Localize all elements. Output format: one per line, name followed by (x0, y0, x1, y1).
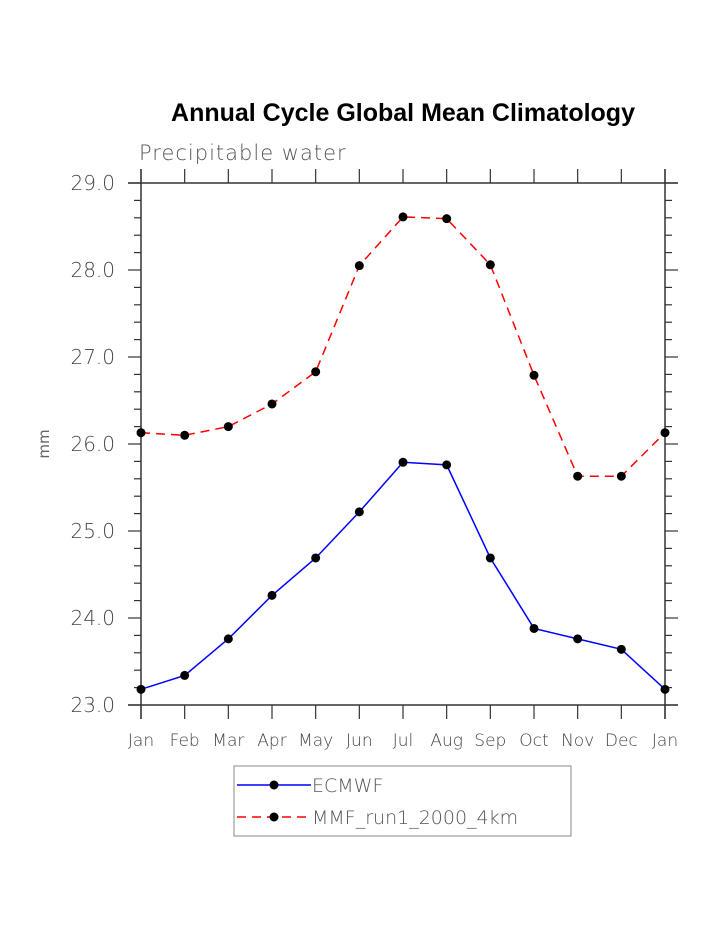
x-tick-label: Oct (519, 731, 548, 751)
y-tick-label: 23.0 (70, 693, 115, 717)
data-point (180, 670, 190, 680)
legend-label-ecmwf: ECMWF (312, 775, 383, 797)
axes (128, 169, 678, 719)
x-tick-labels: Jan Feb Mar Apr May Jun Jul Aug Sep Oct Nov Dec Jan (128, 731, 678, 751)
data-point (616, 644, 626, 654)
x-tick-label: Mar (212, 731, 244, 751)
x-tick-label: Dec (605, 731, 638, 751)
data-point (267, 399, 277, 409)
data-point (398, 212, 408, 222)
data-point (485, 260, 495, 270)
data-point (442, 460, 452, 470)
y-axis-label: mm (35, 429, 53, 458)
x-tick-label: Jun (346, 731, 373, 751)
y-tick-label: 27.0 (70, 345, 115, 369)
data-point (660, 684, 670, 694)
data-point (529, 623, 539, 633)
data-point (485, 553, 495, 563)
x-tick-label: Nov (561, 731, 594, 751)
y-tick-label: 26.0 (70, 432, 115, 456)
data-point (573, 471, 583, 481)
data-point (660, 428, 670, 438)
y-tick-label: 29.0 (70, 171, 115, 195)
legend-label-mmf: MMF_run1_2000_4km (312, 807, 518, 829)
y-tick-label: 28.0 (70, 258, 115, 282)
data-point (442, 214, 452, 224)
data-point (180, 430, 190, 440)
x-tick-label: Apr (257, 731, 286, 751)
x-tick-label: Jul (393, 731, 414, 751)
legend-box (233, 765, 572, 837)
y-tick-labels: 23.0 24.0 25.0 26.0 27.0 28.0 29.0 (70, 171, 115, 717)
series-line (140, 461, 666, 691)
data-point (136, 428, 146, 438)
data-point (529, 370, 539, 380)
data-point (616, 471, 626, 481)
data-point (573, 634, 583, 644)
data-point (223, 634, 233, 644)
data-point (311, 553, 321, 563)
x-tick-label: Feb (170, 731, 200, 751)
x-tick-label: Jan (128, 731, 154, 751)
data-point (267, 590, 277, 600)
y-tick-label: 25.0 (70, 519, 115, 543)
x-tick-label: Sep (474, 731, 506, 751)
data-point (354, 261, 364, 271)
x-tick-label: May (298, 731, 333, 751)
series-mmf-run1-2000-4km (136, 212, 670, 481)
x-tick-label: Jan (652, 731, 678, 751)
x-tick-label: Aug (430, 731, 463, 751)
legend: ECMWF MMF_run1_2000_4km (233, 765, 572, 837)
data-point (136, 684, 146, 694)
data-point (311, 367, 321, 377)
legend-marker-mmf (269, 812, 279, 822)
data-point (398, 457, 408, 467)
data-point (354, 507, 364, 517)
legend-marker-ecmwf (269, 780, 279, 790)
series-ecmwf (136, 457, 670, 694)
series-line (140, 216, 666, 477)
chart-subtitle: Precipitable water (139, 141, 347, 165)
y-tick-label: 24.0 (70, 606, 115, 630)
series-layer (136, 212, 670, 694)
chart-title: Annual Cycle Global Mean Climatology (171, 99, 635, 127)
data-point (223, 422, 233, 432)
